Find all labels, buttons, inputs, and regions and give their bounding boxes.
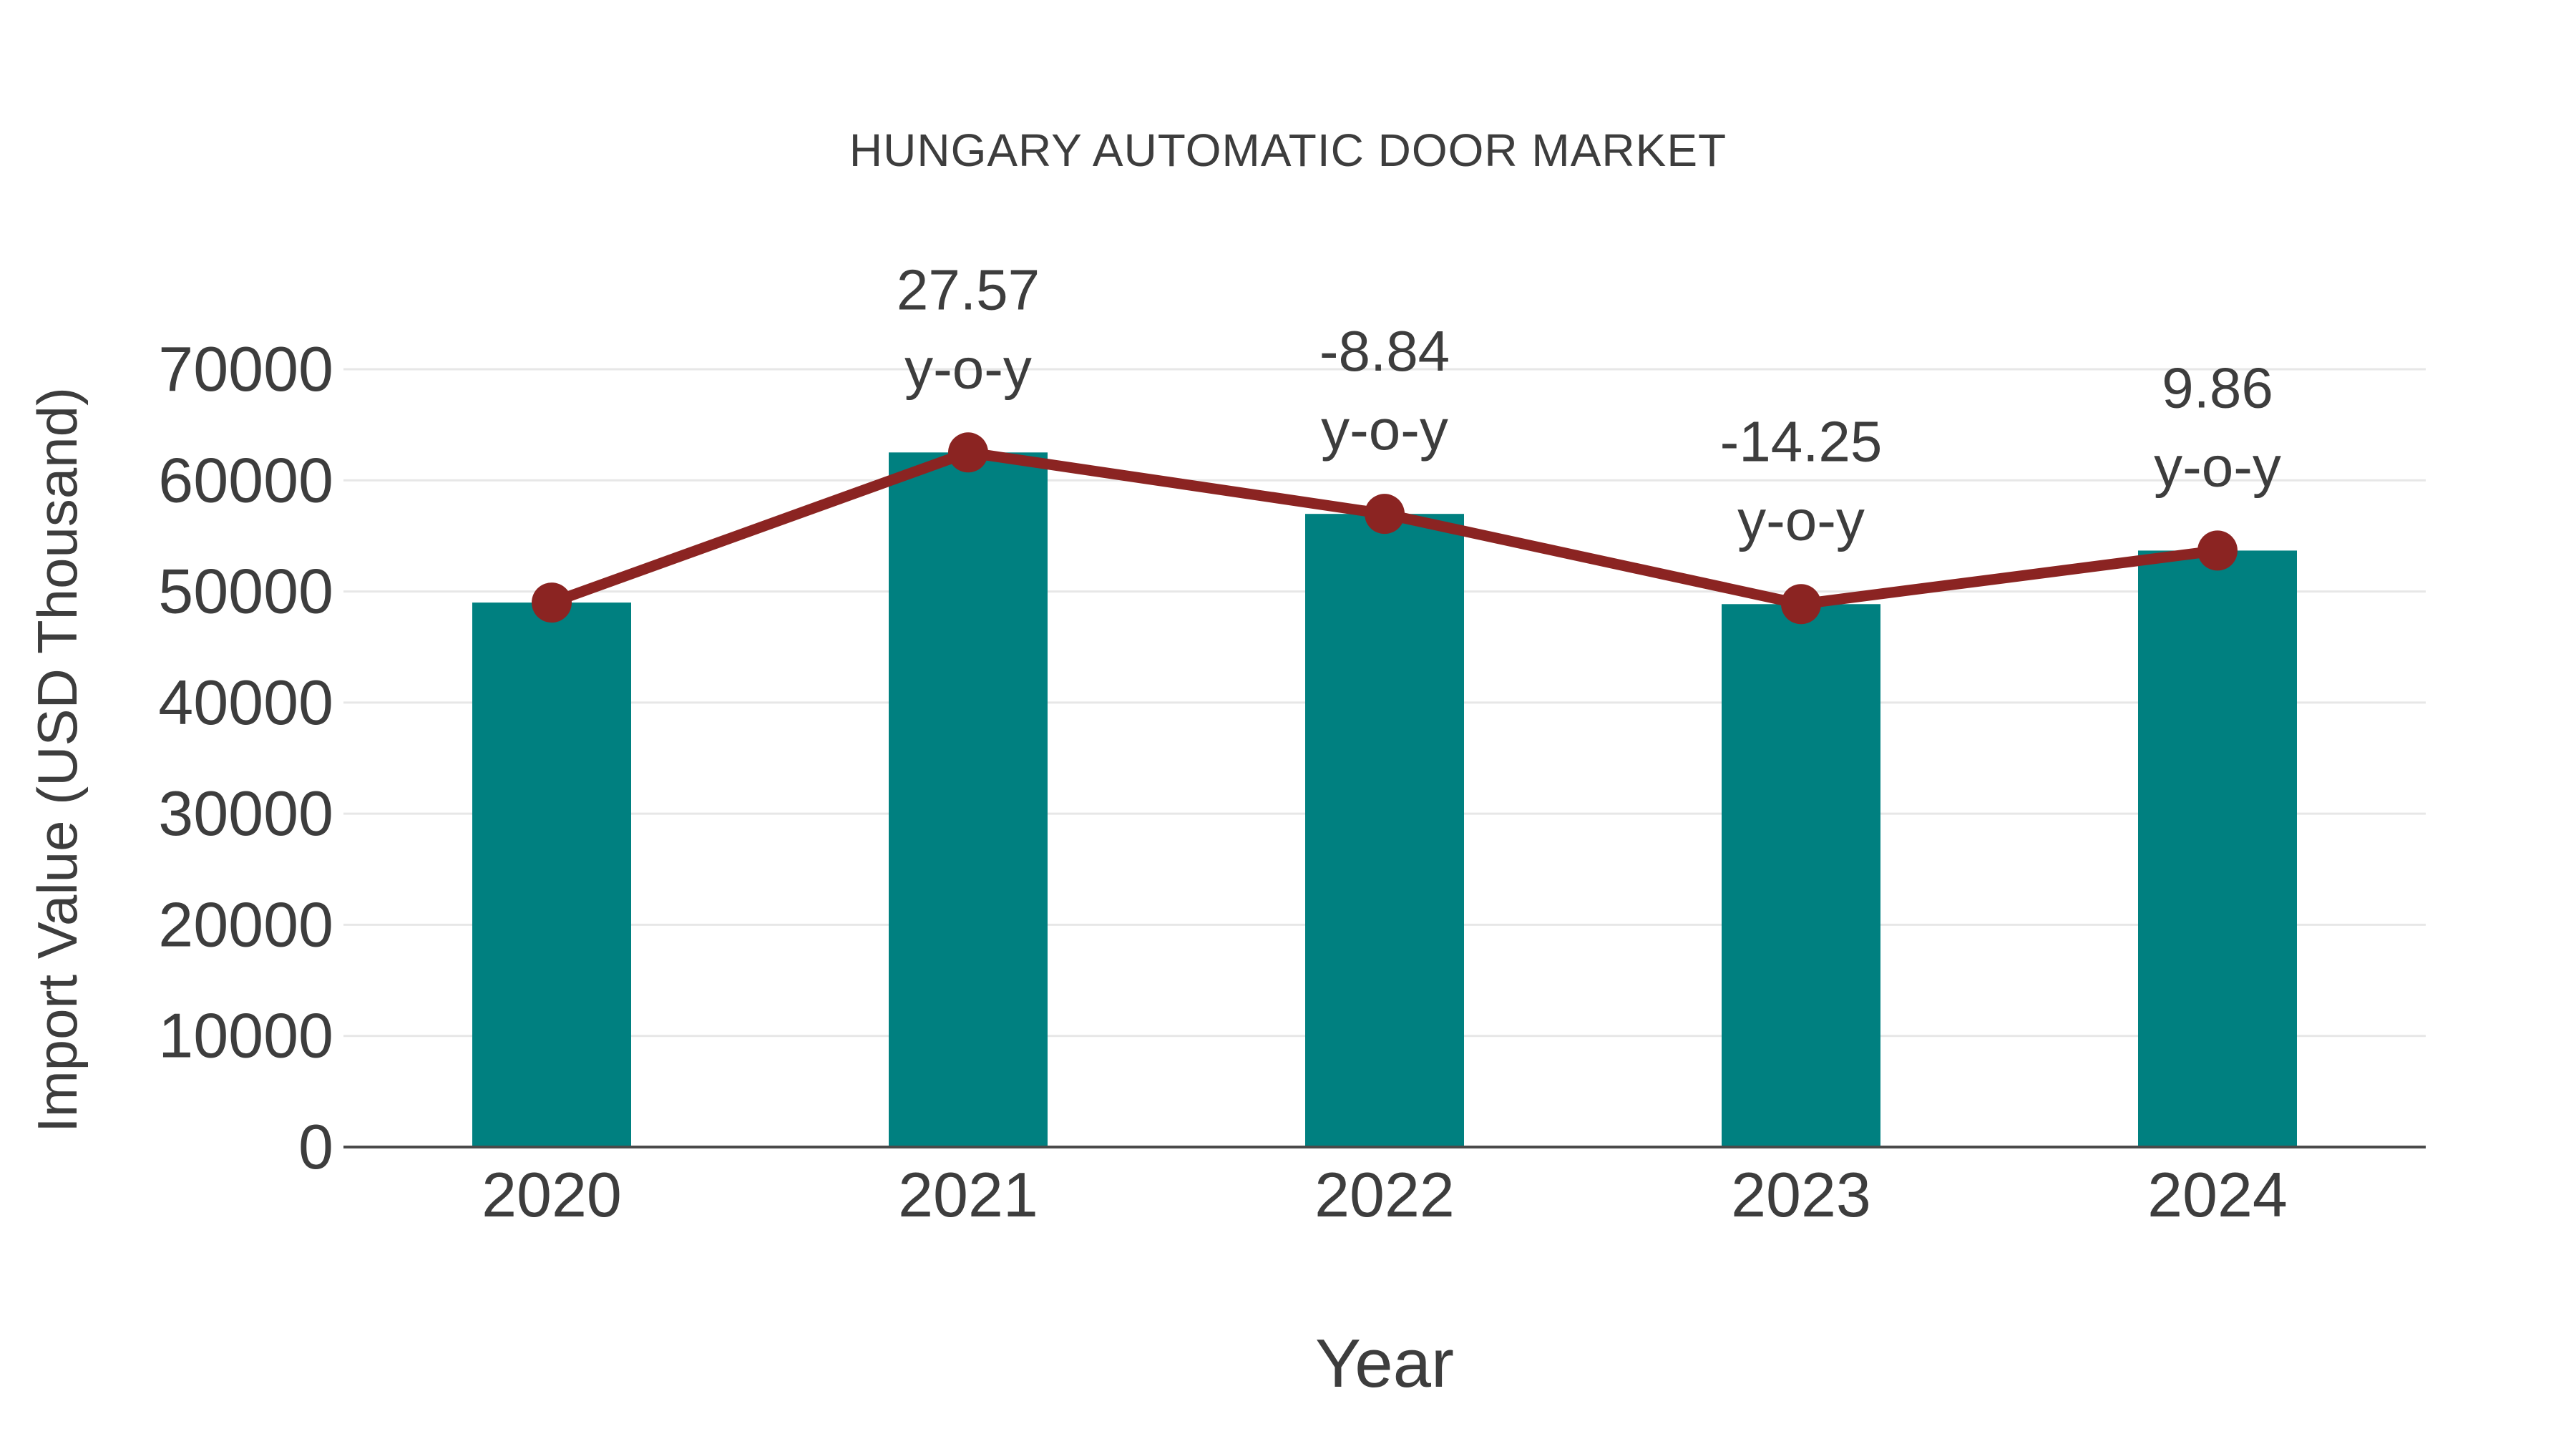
line-marker-2022	[1365, 494, 1405, 535]
y-tick-label: 40000	[158, 667, 333, 738]
annotation-suffix: y-o-y	[2154, 434, 2281, 498]
x-axis-title: Year	[1315, 1325, 1454, 1402]
x-tick-label: 2021	[898, 1159, 1038, 1230]
bar-2023	[1722, 604, 1880, 1147]
chart-title: HUNGARY AUTOMATIC DOOR MARKET	[849, 125, 1727, 176]
x-tick-label: 2022	[1314, 1159, 1455, 1230]
annotation-suffix: y-o-y	[1737, 488, 1865, 552]
line-marker-2024	[2197, 530, 2238, 571]
annotation-value: 9.86	[2162, 356, 2273, 419]
line-marker-2020	[532, 582, 572, 623]
bar-2020	[472, 602, 631, 1147]
line-marker-2023	[1781, 584, 1821, 625]
y-tick-label: 50000	[158, 556, 333, 627]
y-tick-label: 60000	[158, 444, 333, 515]
bar-2024	[2138, 550, 2297, 1147]
y-tick-label: 0	[298, 1111, 333, 1182]
line-marker-2021	[948, 432, 988, 473]
annotation-suffix: y-o-y	[904, 336, 1032, 400]
y-tick-label: 10000	[158, 1000, 333, 1071]
y-tick-label: 30000	[158, 778, 333, 849]
annotation-value: 27.57	[897, 258, 1040, 321]
x-tick-label: 2023	[1731, 1159, 1871, 1230]
bar-2021	[889, 452, 1048, 1147]
x-tick-label: 2024	[2147, 1159, 2288, 1230]
y-tick-label: 70000	[158, 333, 333, 404]
annotation-suffix: y-o-y	[1321, 398, 1448, 462]
y-tick-label: 20000	[158, 889, 333, 960]
x-tick-label: 2020	[482, 1159, 622, 1230]
bar-2022	[1305, 514, 1464, 1147]
annotation-value: -8.84	[1319, 319, 1450, 383]
annotation-value: -14.25	[1720, 409, 1883, 473]
